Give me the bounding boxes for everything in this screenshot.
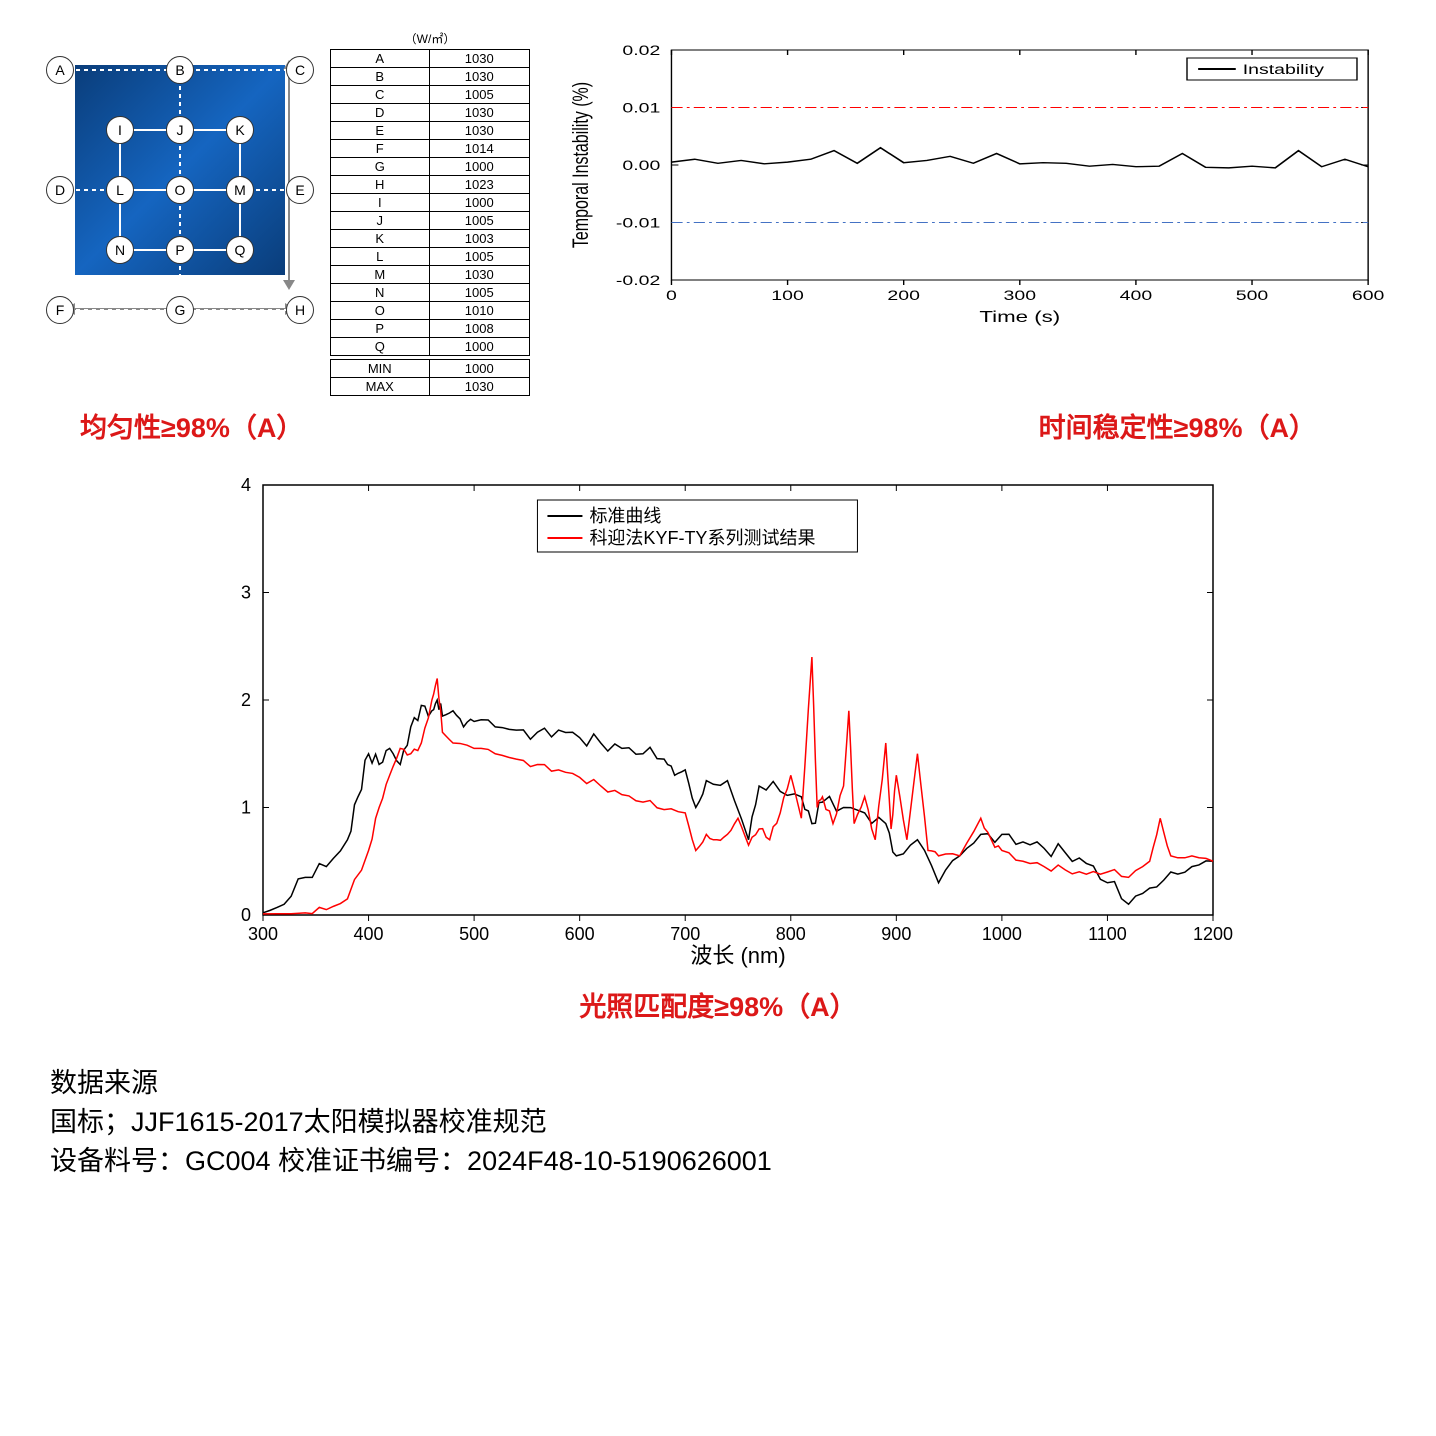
table-row: I1000 — [331, 194, 530, 212]
svg-text:1100: 1100 — [1088, 924, 1127, 944]
table-summary-row: MIN1000 — [331, 360, 530, 378]
spectrum-caption: 光照匹配度≥98%（A） — [579, 992, 856, 1022]
svg-text:0.01: 0.01 — [622, 100, 660, 116]
svg-text:800: 800 — [776, 924, 806, 944]
table-row: O1010 — [331, 302, 530, 320]
table-row: Q1000 — [331, 338, 530, 356]
table-row: C1005 — [331, 86, 530, 104]
svg-text:600: 600 — [1352, 288, 1385, 304]
uniformity-caption: 均匀性≥98%（A） — [80, 406, 303, 445]
grid-node-a: A — [46, 56, 74, 84]
svg-text:科迎法KYF-TY系列测试结果: 科迎法KYF-TY系列测试结果 — [589, 528, 815, 548]
table-row: H1023 — [331, 176, 530, 194]
spectrum-chart: 300 400 500 600 700 800 900 1000 1100 1200 0 1 2 3 4 标准… — [193, 465, 1243, 975]
table-row: J1005 — [331, 212, 530, 230]
table-row: M1030 — [331, 266, 530, 284]
table-row: P1008 — [331, 320, 530, 338]
grid-node-i: I — [106, 116, 134, 144]
footer-info: 数据来源 国标；JJF1615-2017太阳模拟器校准规范 设备料号：GC004… — [0, 1054, 1436, 1191]
instability-caption: 时间稳定性≥98%（A） — [1039, 406, 1316, 445]
table-row: G1000 — [331, 158, 530, 176]
grid-node-p: P — [166, 236, 194, 264]
svg-text:100: 100 — [771, 288, 804, 304]
grid-node-e: E — [286, 176, 314, 204]
svg-text:4: 4 — [241, 475, 251, 495]
grid-node-f: F — [46, 296, 74, 324]
footer-line2: 国标；JJF1615-2017太阳模拟器校准规范 — [50, 1103, 1386, 1142]
svg-text:1: 1 — [241, 798, 251, 818]
svg-text:-0.01: -0.01 — [616, 215, 660, 231]
svg-text:200: 200 — [887, 288, 920, 304]
svg-text:600: 600 — [565, 924, 595, 944]
svg-text:0.02: 0.02 — [622, 43, 660, 59]
grid-node-b: B — [166, 56, 194, 84]
instability-chart: 0 100 200 300 400 500 600 -0.02 -0.01 0.00 0.01 0.0… — [560, 30, 1396, 330]
table-row: F1014 — [331, 140, 530, 158]
table-row: E1030 — [331, 122, 530, 140]
footer-line1: 数据来源 — [50, 1064, 1386, 1103]
svg-text:波长 (nm): 波长 (nm) — [690, 943, 785, 968]
grid-node-l: L — [106, 176, 134, 204]
svg-text:标准曲线: 标准曲线 — [589, 506, 661, 526]
table-row: A1030 — [331, 50, 530, 68]
svg-text:2: 2 — [241, 690, 251, 710]
svg-text:1200: 1200 — [1193, 924, 1233, 944]
table-row: N1005 — [331, 284, 530, 302]
grid-node-c: C — [286, 56, 314, 84]
table-row: L1005 — [331, 248, 530, 266]
svg-text:-0.02: -0.02 — [616, 273, 660, 289]
table-row: B1030 — [331, 68, 530, 86]
grid-node-j: J — [166, 116, 194, 144]
table-summary-row: MAX1030 — [331, 378, 530, 396]
svg-text:0: 0 — [666, 288, 677, 304]
grid-node-m: M — [226, 176, 254, 204]
svg-text:Instability: Instability — [1243, 62, 1325, 78]
svg-text:300: 300 — [248, 924, 278, 944]
svg-text:Temporal Instability (%): Temporal Instability (%) — [568, 82, 593, 248]
svg-text:1000: 1000 — [982, 924, 1022, 944]
grid-node-n: N — [106, 236, 134, 264]
svg-text:300: 300 — [1004, 288, 1037, 304]
grid-node-g: G — [166, 296, 194, 324]
svg-text:500: 500 — [459, 924, 489, 944]
uniformity-data-table: （W/㎡） A1030B1030C1005D1030E1030F1014G100… — [330, 30, 530, 396]
grid-node-q: Q — [226, 236, 254, 264]
svg-text:Time (s): Time (s) — [979, 308, 1060, 326]
uniformity-grid-diagram: ABCIJKDLOMENPQFGH — [40, 30, 300, 330]
footer-line3: 设备料号：GC004 校准证书编号：2024F48-10-5190626001 — [50, 1142, 1386, 1181]
table-row: D1030 — [331, 104, 530, 122]
grid-node-o: O — [166, 176, 194, 204]
svg-text:700: 700 — [670, 924, 700, 944]
svg-text:3: 3 — [241, 583, 251, 603]
svg-text:400: 400 — [354, 924, 384, 944]
svg-text:500: 500 — [1236, 288, 1269, 304]
svg-text:0.00: 0.00 — [622, 158, 660, 174]
grid-node-d: D — [46, 176, 74, 204]
svg-text:900: 900 — [881, 924, 911, 944]
table-unit-header: （W/㎡） — [330, 30, 530, 47]
table-row: K1003 — [331, 230, 530, 248]
svg-text:0: 0 — [241, 905, 251, 925]
svg-text:400: 400 — [1120, 288, 1153, 304]
grid-node-h: H — [286, 296, 314, 324]
grid-node-k: K — [226, 116, 254, 144]
